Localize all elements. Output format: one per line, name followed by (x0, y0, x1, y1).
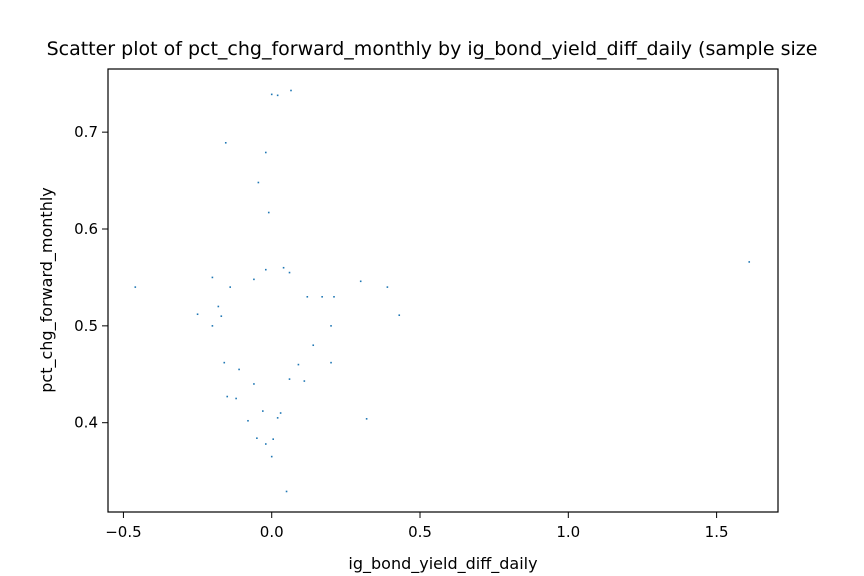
data-point (306, 296, 309, 298)
data-point (748, 261, 751, 263)
data-point (303, 380, 306, 382)
data-point (238, 368, 240, 371)
data-point (262, 410, 264, 412)
y-tick-label: 0.4 (74, 414, 98, 432)
data-point (365, 418, 368, 420)
data-point (285, 490, 288, 493)
data-point (321, 296, 323, 298)
data-point (279, 412, 282, 414)
data-point (386, 286, 389, 288)
data-point (288, 378, 291, 380)
data-point (264, 151, 267, 154)
data-point (253, 383, 255, 385)
data-point (330, 325, 332, 327)
data-point (223, 361, 226, 364)
data-point (256, 437, 258, 439)
data-point (276, 417, 279, 419)
plot-frame (107, 68, 779, 513)
data-point (134, 286, 137, 288)
data-point (288, 271, 291, 274)
data-point (247, 419, 249, 422)
data-point (272, 438, 274, 440)
data-point (282, 266, 285, 269)
data-point (211, 276, 214, 279)
data-point (229, 286, 231, 288)
data-point (270, 93, 273, 96)
points-layer (134, 89, 751, 493)
x-axis-label: ig_bond_yield_diff_daily (348, 554, 537, 574)
y-tick-label: 0.6 (74, 220, 98, 238)
data-point (267, 211, 270, 214)
data-point (290, 89, 292, 92)
data-point (330, 361, 332, 364)
data-point (224, 142, 227, 144)
y-tick-label: 0.7 (74, 123, 98, 141)
data-point (276, 94, 279, 97)
y-axis-label: pct_chg_forward_monthly (37, 187, 57, 393)
y-axis: 0.4 0.5 0.6 0.7 (74, 123, 108, 432)
data-point (226, 395, 229, 398)
data-point (196, 313, 199, 316)
x-tick-label: 0.5 (408, 523, 432, 541)
x-tick-label: 1.0 (556, 523, 580, 541)
data-point (312, 344, 315, 347)
x-axis: −0.5 0.0 0.5 1.0 1.5 (105, 512, 729, 541)
x-tick-label: 0.0 (260, 523, 284, 541)
data-point (398, 314, 401, 316)
x-tick-label: −0.5 (105, 523, 141, 541)
data-point (253, 278, 255, 281)
data-point (297, 363, 300, 366)
data-point (211, 325, 214, 327)
chart-title: Scatter plot of pct_chg_forward_monthly … (47, 38, 818, 60)
x-tick-label: 1.5 (705, 523, 729, 541)
data-point (359, 280, 362, 283)
data-point (264, 268, 267, 271)
data-point (257, 181, 260, 184)
data-point (270, 455, 273, 458)
data-point (235, 397, 237, 400)
y-tick-label: 0.5 (74, 317, 98, 335)
data-point (217, 305, 220, 308)
data-point (333, 296, 335, 298)
data-point (264, 443, 267, 445)
data-point (220, 315, 223, 317)
